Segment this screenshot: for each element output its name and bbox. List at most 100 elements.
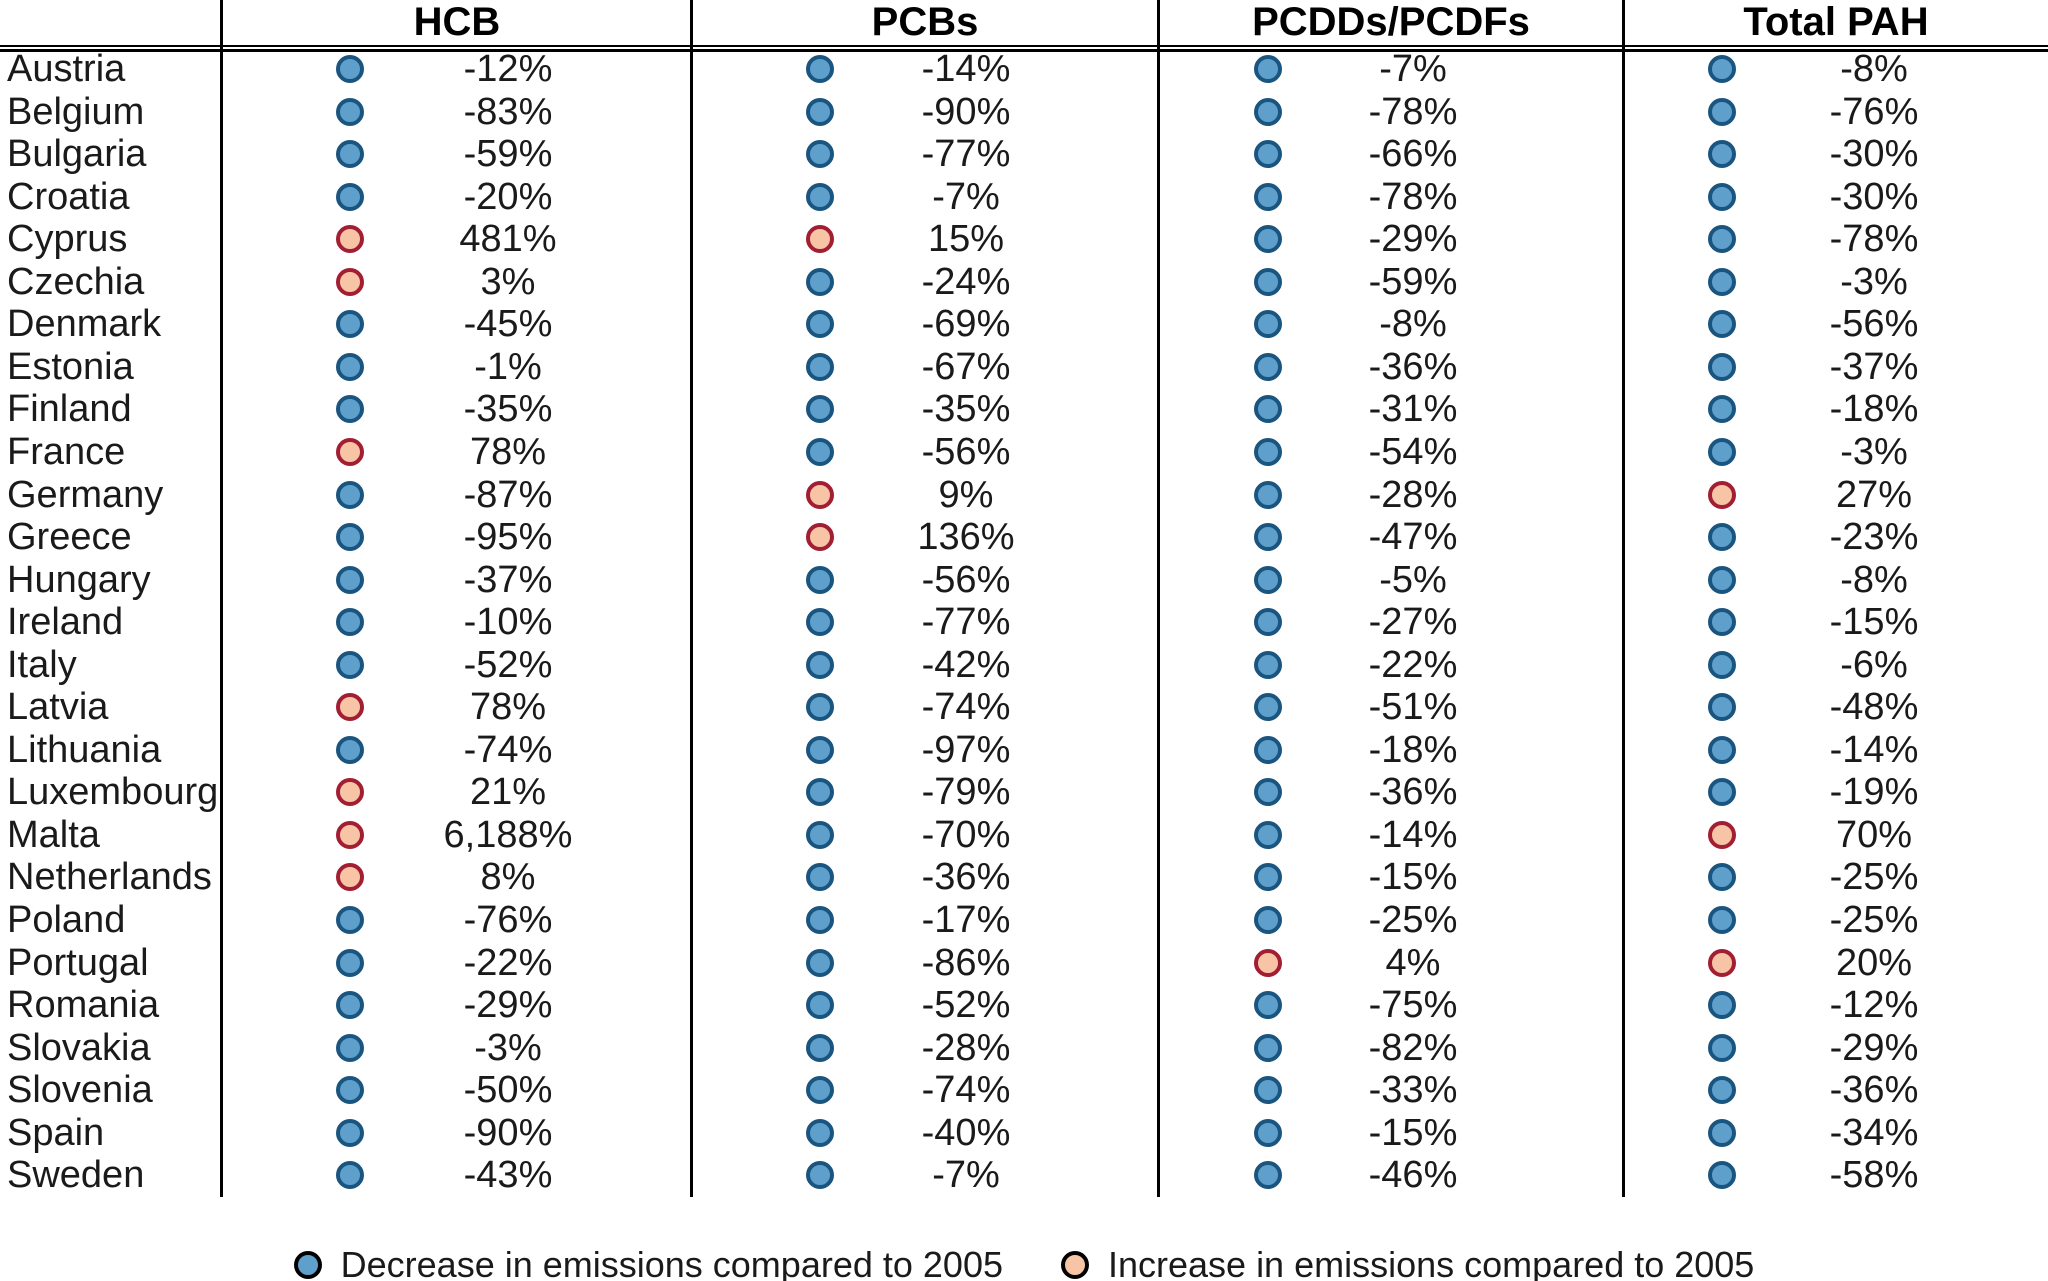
value-label: -90% — [921, 90, 1011, 133]
decrease-dot-icon — [336, 352, 364, 381]
value-label: -3% — [1840, 260, 1908, 303]
country-label: Sweden — [7, 1154, 145, 1197]
value-label: -25% — [1829, 899, 1919, 941]
value-label: -87% — [463, 473, 553, 516]
decrease-dot-icon — [336, 97, 364, 126]
decrease-dot-icon — [1254, 437, 1282, 466]
value-label: 27% — [1835, 473, 1913, 516]
value-label: -28% — [921, 1026, 1011, 1069]
value-label: -66% — [1368, 133, 1458, 176]
decrease-dot-icon — [806, 693, 834, 722]
table-row: Greece -95% 136% -47% -23% — [0, 516, 2048, 559]
table-row: Germany -87% 9% -28% 27% — [0, 474, 2048, 517]
decrease-dot-icon — [1708, 650, 1736, 679]
value-label: -14% — [921, 48, 1011, 90]
decrease-dot-icon — [1254, 523, 1282, 552]
decrease-dot-icon — [1708, 523, 1736, 552]
country-label: Italy — [7, 643, 77, 686]
value-label: -69% — [921, 303, 1011, 346]
legend-item-increase: Increase in emissions compared to 2005 — [1060, 1244, 1754, 1281]
decrease-dot-icon — [1708, 991, 1736, 1020]
column-divider — [220, 0, 223, 1197]
decrease-dot-icon — [1708, 693, 1736, 722]
value-label: -12% — [463, 48, 553, 90]
value-label: -15% — [1368, 856, 1458, 899]
value-label: -3% — [474, 1026, 542, 1069]
decrease-dot-icon — [806, 778, 834, 807]
value-label: -19% — [1829, 771, 1919, 814]
decrease-dot-icon — [1254, 1076, 1282, 1105]
decrease-dot-icon — [806, 948, 834, 977]
decrease-dot-icon — [1254, 310, 1282, 339]
value-label: -79% — [921, 771, 1011, 814]
decrease-dot-icon — [806, 395, 834, 424]
value-label: -7% — [932, 1154, 1000, 1197]
decrease-dot-icon — [1254, 267, 1282, 296]
table-row: Netherlands 8% -36% -15% -25% — [0, 856, 2048, 899]
table-row: Sweden -43% -7% -46% -58% — [0, 1154, 2048, 1197]
country-label: Latvia — [7, 686, 109, 729]
legend-decrease-label: Decrease in emissions compared to 2005 — [340, 1244, 1003, 1281]
value-label: 6,188% — [443, 813, 573, 856]
decrease-dot-icon — [806, 55, 834, 83]
decrease-dot-icon — [806, 1161, 834, 1190]
decrease-dot-icon — [1708, 608, 1736, 637]
value-label: -70% — [921, 813, 1011, 856]
decrease-dot-icon — [806, 1076, 834, 1105]
value-label: -43% — [463, 1154, 553, 1197]
table-row: Bulgaria -59% -77% -66% -30% — [0, 133, 2048, 176]
country-label: Spain — [7, 1111, 105, 1154]
decrease-dot-icon — [806, 820, 834, 849]
decrease-dot-icon — [1254, 778, 1282, 807]
decrease-dot-icon — [336, 1118, 364, 1147]
decrease-dot-icon — [806, 352, 834, 381]
country-label: Germany — [7, 473, 164, 516]
decrease-dot-icon — [1254, 608, 1282, 637]
table-row: France 78% -56% -54% -3% — [0, 431, 2048, 474]
value-label: -36% — [1368, 771, 1458, 814]
column-divider — [1157, 0, 1160, 1197]
increase-dot-icon — [806, 480, 834, 509]
value-label: 136% — [917, 516, 1015, 559]
column-divider — [1622, 0, 1625, 1197]
decrease-dot-icon — [1254, 991, 1282, 1020]
value-label: -56% — [921, 430, 1011, 473]
decrease-dot-icon — [1708, 55, 1736, 83]
decrease-dot-icon — [1708, 267, 1736, 296]
decrease-dot-icon — [336, 991, 364, 1020]
decrease-dot-icon — [806, 267, 834, 296]
country-label: Hungary — [7, 558, 151, 601]
value-label: -7% — [1379, 48, 1447, 90]
table-row: Portugal -22% -86% 4% 20% — [0, 942, 2048, 985]
decrease-dot-icon — [806, 650, 834, 679]
decrease-dot-icon — [1254, 693, 1282, 722]
decrease-dot-icon — [336, 650, 364, 679]
value-label: -95% — [463, 516, 553, 559]
value-label: -36% — [1368, 345, 1458, 388]
decrease-dot-icon — [806, 863, 834, 892]
value-label: -8% — [1840, 558, 1908, 601]
value-label: -47% — [1368, 516, 1458, 559]
decrease-dot-icon — [1254, 735, 1282, 764]
value-label: -52% — [463, 643, 553, 686]
column-header-pcdds-pcdfs: PCDDs/PCDFs — [1252, 0, 1530, 44]
value-label: 78% — [469, 686, 547, 729]
decrease-dot-icon — [293, 1251, 322, 1279]
increase-dot-icon — [806, 523, 834, 552]
decrease-dot-icon — [1254, 352, 1282, 381]
decrease-dot-icon — [1708, 1118, 1736, 1147]
decrease-dot-icon — [806, 182, 834, 211]
decrease-dot-icon — [336, 395, 364, 424]
increase-dot-icon — [1708, 820, 1736, 849]
decrease-dot-icon — [806, 906, 834, 934]
value-label: -8% — [1379, 303, 1447, 346]
value-label: -36% — [1829, 1069, 1919, 1112]
increase-dot-icon — [336, 863, 364, 892]
increase-dot-icon — [1060, 1251, 1089, 1279]
value-label: -25% — [1829, 856, 1919, 899]
value-label: 481% — [459, 218, 557, 261]
column-header-hcb: HCB — [413, 0, 501, 44]
decrease-dot-icon — [1708, 182, 1736, 211]
column-divider — [690, 0, 693, 1197]
